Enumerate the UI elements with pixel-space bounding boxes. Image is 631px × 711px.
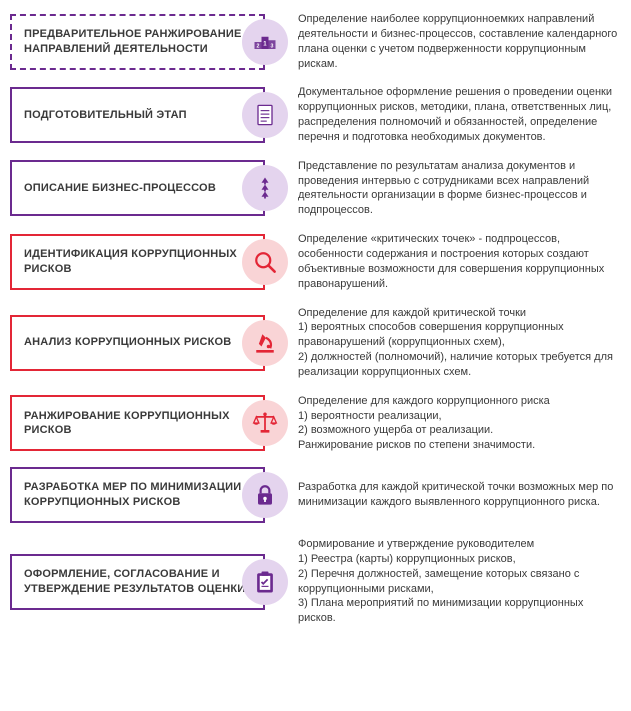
step-title-box: ПОДГОТОВИТЕЛЬНЫЙ ЭТАП: [10, 87, 265, 143]
step-description: Формирование и утверждение руководителем…: [298, 537, 621, 626]
step-description: Определение для каждого коррупционного р…: [298, 394, 621, 453]
scales-icon: [242, 400, 288, 446]
step-title-box: ОПИСАНИЕ БИЗНЕС-ПРОЦЕССОВ: [10, 160, 265, 216]
step-title-box: ИДЕНТИФИКАЦИЯ КОРРУПЦИОННЫХ РИСКОВ: [10, 234, 265, 290]
step-description: Определение наиболее коррупционноемких н…: [298, 12, 621, 71]
microscope-icon: [242, 320, 288, 366]
svg-text:1: 1: [263, 40, 267, 47]
document-icon: [242, 92, 288, 138]
svg-text:2: 2: [257, 43, 260, 49]
podium-icon: 1 2 3: [242, 19, 288, 65]
lock-icon: [242, 472, 288, 518]
step-row: ПРЕДВАРИТЕЛЬНОЕ РАНЖИРОВАНИЕ НАПРАВЛЕНИЙ…: [10, 12, 621, 71]
step-title-box: РАНЖИРОВАНИЕ КОРРУПЦИОННЫХ РИСКОВ: [10, 395, 265, 451]
step-row: РАНЖИРОВАНИЕ КОРРУПЦИОННЫХ РИСКОВ Опреде…: [10, 394, 621, 453]
step-title-box: РАЗРАБОТКА МЕР ПО МИНИМИЗАЦИИ КОРРУПЦИОН…: [10, 467, 265, 523]
step-title: РАНЖИРОВАНИЕ КОРРУПЦИОННЫХ РИСКОВ: [24, 409, 251, 439]
step-row: ПОДГОТОВИТЕЛЬНЫЙ ЭТАП Документальное офо…: [10, 85, 621, 144]
step-title: ПРЕДВАРИТЕЛЬНОЕ РАНЖИРОВАНИЕ НАПРАВЛЕНИЙ…: [24, 27, 251, 57]
step-title: ИДЕНТИФИКАЦИЯ КОРРУПЦИОННЫХ РИСКОВ: [24, 247, 251, 277]
clipboard-icon: [242, 559, 288, 605]
step-description: Документальное оформление решения о пров…: [298, 85, 621, 144]
step-row: АНАЛИЗ КОРРУПЦИОННЫХ РИСКОВ Определение …: [10, 306, 621, 380]
step-title: РАЗРАБОТКА МЕР ПО МИНИМИЗАЦИИ КОРРУПЦИОН…: [24, 480, 251, 510]
step-title: ОПИСАНИЕ БИЗНЕС-ПРОЦЕССОВ: [24, 181, 216, 196]
step-title-box: ПРЕДВАРИТЕЛЬНОЕ РАНЖИРОВАНИЕ НАПРАВЛЕНИЙ…: [10, 14, 265, 70]
step-title: ПОДГОТОВИТЕЛЬНЫЙ ЭТАП: [24, 108, 187, 123]
svg-text:3: 3: [271, 43, 274, 49]
step-row: ОФОРМЛЕНИЕ, СОГЛАСОВАНИЕ И УТВЕРЖДЕНИЕ Р…: [10, 537, 621, 626]
step-description: Представление по результатам анализа док…: [298, 159, 621, 218]
arrows-icon: [242, 165, 288, 211]
step-row: ИДЕНТИФИКАЦИЯ КОРРУПЦИОННЫХ РИСКОВ Опред…: [10, 232, 621, 291]
step-description: Определение для каждой критической точки…: [298, 306, 621, 380]
step-title: АНАЛИЗ КОРРУПЦИОННЫХ РИСКОВ: [24, 335, 231, 350]
step-title-box: АНАЛИЗ КОРРУПЦИОННЫХ РИСКОВ: [10, 315, 265, 371]
step-title: ОФОРМЛЕНИЕ, СОГЛАСОВАНИЕ И УТВЕРЖДЕНИЕ Р…: [24, 567, 251, 597]
step-title-box: ОФОРМЛЕНИЕ, СОГЛАСОВАНИЕ И УТВЕРЖДЕНИЕ Р…: [10, 554, 265, 610]
step-description: Определение «критических точек» - подпро…: [298, 232, 621, 291]
magnifier-icon: [242, 239, 288, 285]
step-description: Разработка для каждой критической точки …: [298, 480, 621, 510]
step-row: ОПИСАНИЕ БИЗНЕС-ПРОЦЕССОВ Представление …: [10, 159, 621, 218]
step-row: РАЗРАБОТКА МЕР ПО МИНИМИЗАЦИИ КОРРУПЦИОН…: [10, 467, 621, 523]
